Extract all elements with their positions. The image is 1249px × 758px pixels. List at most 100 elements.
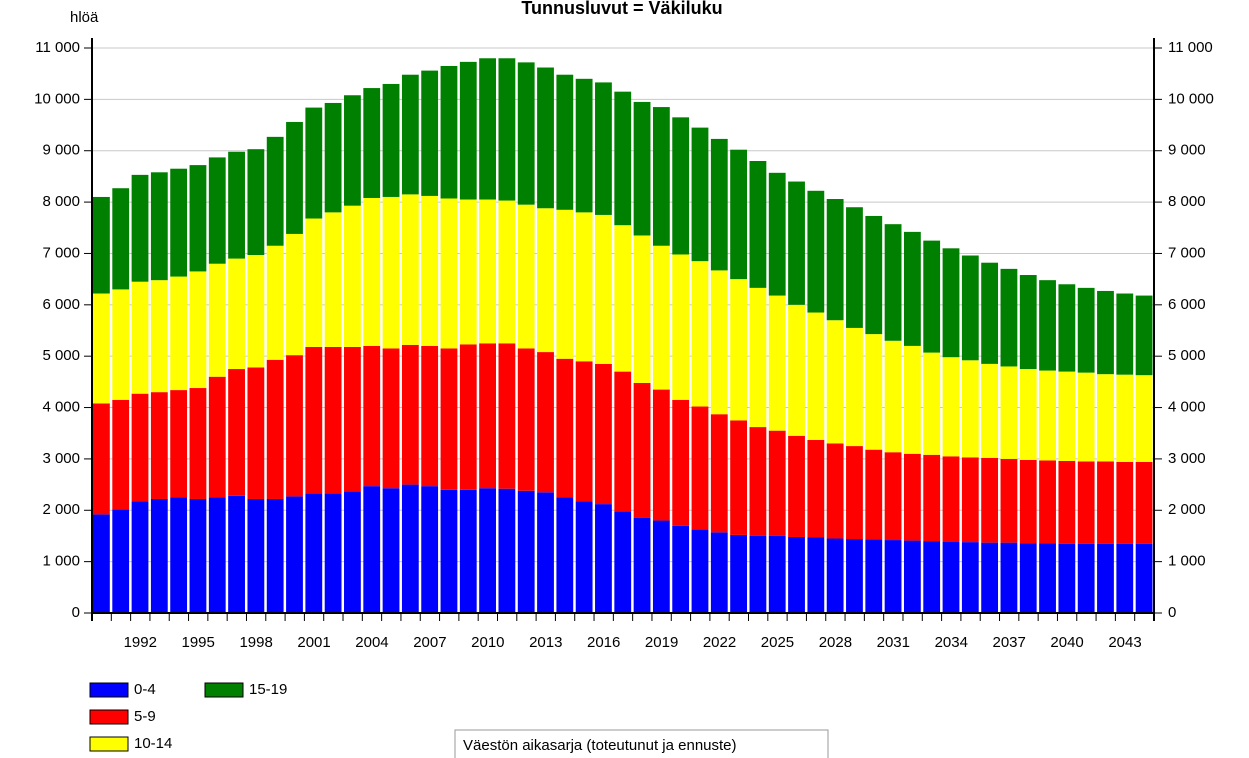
bar-segment — [344, 491, 361, 613]
y-tick-label: 11 000 — [35, 39, 80, 56]
bar-segment — [93, 403, 110, 515]
x-tick-label: 2007 — [413, 634, 446, 651]
bar-segment — [981, 363, 999, 458]
bar-segment — [247, 498, 265, 613]
bar-segment — [691, 529, 709, 613]
bar-segment — [730, 279, 748, 421]
bar-segment — [382, 348, 400, 489]
bar-segment — [324, 102, 342, 213]
y-tick-label: 6 000 — [42, 296, 80, 313]
bar-segment — [1077, 543, 1095, 613]
bar-segment — [575, 361, 593, 502]
bar-segment — [961, 542, 979, 613]
x-tick-label: 2034 — [935, 634, 968, 651]
bar-segment — [846, 207, 863, 328]
bar-segment — [788, 536, 805, 613]
bar-segment — [459, 199, 477, 345]
bar-segment — [710, 532, 728, 613]
bar-segment — [344, 346, 361, 492]
bar-segment — [344, 95, 361, 206]
bar-segment — [961, 360, 979, 458]
bar-segment — [652, 520, 670, 613]
bar-segment — [1077, 287, 1095, 373]
bar-segment — [672, 254, 690, 400]
bar-segment — [1135, 461, 1153, 544]
y2-tick-label: 8 000 — [1168, 193, 1206, 210]
bar-segment — [691, 406, 709, 530]
bar-segment — [150, 172, 168, 281]
x-tick-label: 2022 — [703, 634, 736, 651]
x-tick-label: 2043 — [1108, 634, 1141, 651]
bar-segment — [189, 271, 207, 389]
bar-segment — [150, 280, 168, 393]
bar-segment — [1058, 371, 1076, 461]
bar-segment — [208, 497, 226, 613]
bar-segment — [208, 376, 226, 498]
bar-segment — [131, 174, 149, 282]
legend-label: 5-9 — [134, 708, 156, 725]
bar-segment — [459, 489, 477, 613]
bar-segment — [846, 327, 863, 447]
bar-segment — [228, 258, 245, 370]
bar-segment — [305, 493, 323, 613]
bar-segment — [1135, 295, 1153, 376]
note-box — [454, 729, 829, 758]
bar-segment — [865, 215, 883, 335]
bar-segment — [710, 270, 728, 415]
bar-segment — [942, 248, 960, 358]
bar-segment — [498, 200, 516, 344]
x-tick-label: 1995 — [182, 634, 215, 651]
bar-segment — [517, 62, 535, 205]
bar-segment — [363, 486, 381, 613]
x-tick-label: 2013 — [529, 634, 562, 651]
bar-segment — [479, 199, 496, 344]
y2-tick-label: 2 000 — [1168, 501, 1206, 518]
bar-segment — [459, 344, 477, 490]
bar-segment — [903, 540, 921, 613]
bar-segment — [749, 287, 767, 428]
bar-segment — [479, 488, 496, 613]
y-tick-label: 7 000 — [42, 244, 80, 261]
bar-segment — [266, 498, 284, 613]
bar-segment — [768, 172, 786, 296]
bar-segment — [305, 107, 323, 219]
bar-segment — [266, 136, 284, 246]
bar-segment — [903, 453, 921, 541]
bar-segment — [498, 488, 516, 613]
bar-segment — [382, 83, 400, 197]
bar-segment — [324, 346, 342, 494]
x-tick-label: 2031 — [877, 634, 910, 651]
bar-segment — [749, 427, 767, 536]
bar-segment — [691, 127, 709, 262]
bar-segment — [459, 61, 477, 200]
bar-segment — [614, 371, 632, 512]
bar-segment — [247, 149, 265, 255]
bar-segment — [826, 538, 844, 613]
y2-tick-label: 7 000 — [1168, 244, 1206, 261]
bar-segment — [672, 117, 690, 255]
bar-segment — [981, 457, 999, 543]
bar-segment — [344, 205, 361, 347]
bar-segment — [556, 358, 574, 498]
bar-segment — [93, 196, 110, 294]
bar-segment — [517, 348, 535, 491]
bar-segment — [614, 511, 632, 613]
legend-label: 0-4 — [134, 681, 156, 698]
bar-segment — [286, 496, 303, 613]
note: Väestön aikasarja (toteutunut ja ennuste… — [463, 737, 737, 754]
bar-segment — [131, 393, 149, 502]
bar-segment — [421, 345, 439, 487]
bar-segment — [981, 542, 999, 613]
bar-segment — [1039, 543, 1056, 613]
bar-segment — [575, 501, 593, 613]
bar-segment — [286, 233, 303, 356]
x-tick-label: 2028 — [819, 634, 852, 651]
bar-segment — [228, 369, 245, 496]
bar-segment — [1039, 280, 1056, 371]
bar-segment — [401, 194, 419, 345]
bar-segment — [807, 312, 825, 440]
bar-segment — [1116, 374, 1134, 462]
bar-segment — [517, 490, 535, 613]
bar-segment — [730, 420, 748, 535]
